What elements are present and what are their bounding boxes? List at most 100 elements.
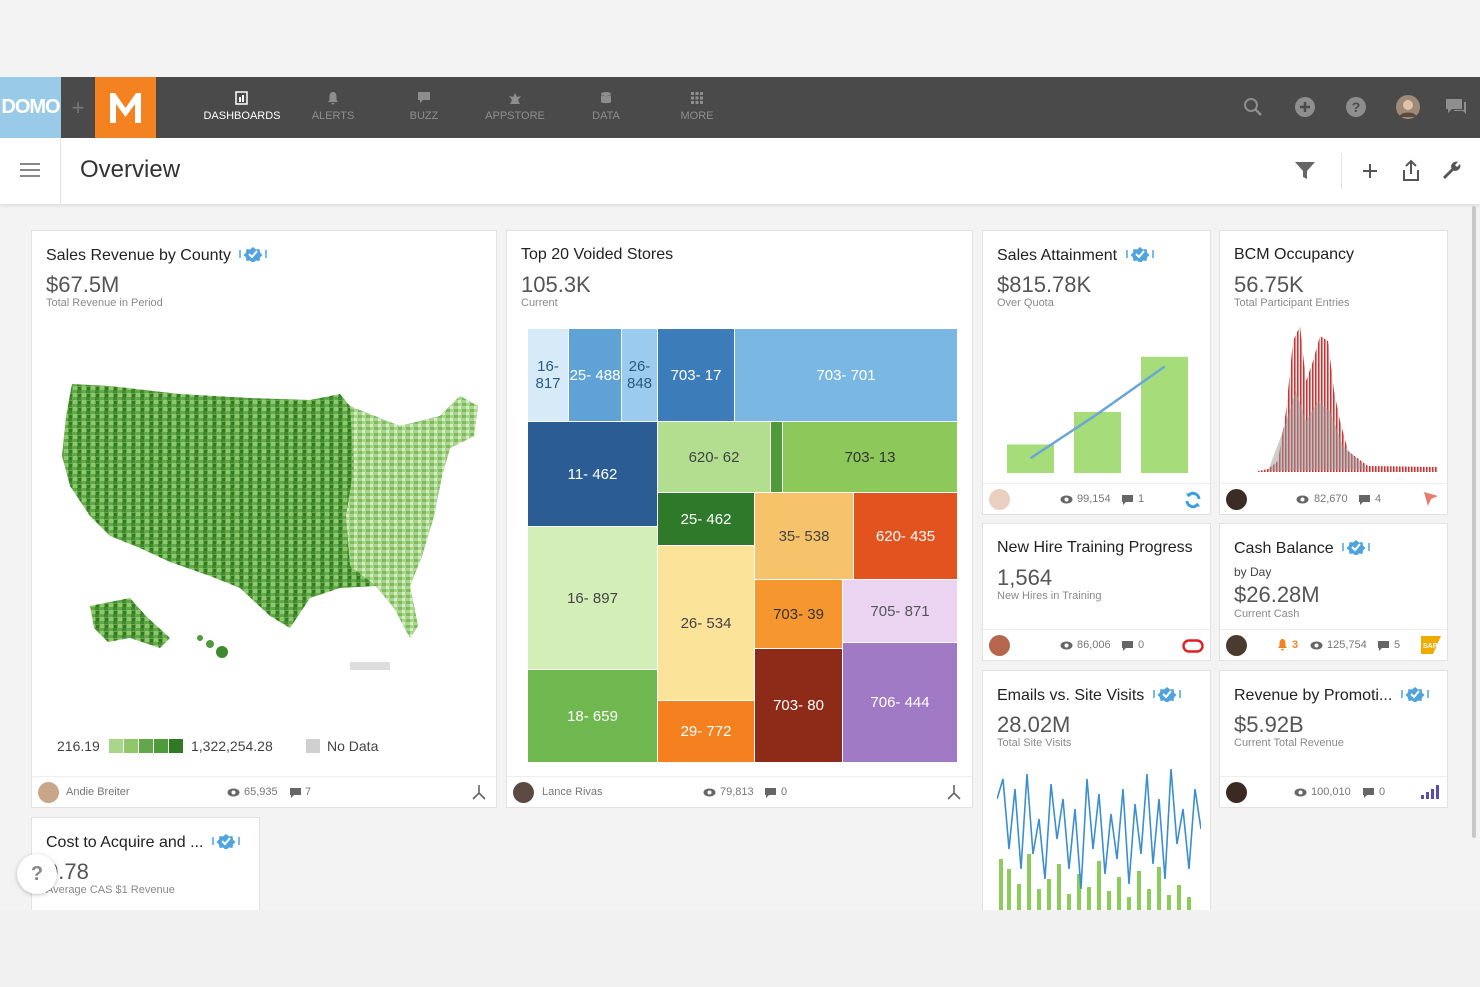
eye-icon — [1294, 788, 1307, 797]
oracle-icon[interactable] — [1182, 639, 1204, 653]
treemap-cell[interactable]: 29- 772 — [658, 701, 754, 762]
card-footer: 100,010 0 — [1220, 776, 1447, 807]
treemap-cell[interactable]: 703- 80 — [755, 649, 842, 762]
treemap-cell[interactable]: 11- 462 — [528, 422, 657, 526]
treemap-cell[interactable]: 703- 39 — [755, 580, 842, 648]
card-value: $26.28M — [1234, 582, 1320, 607]
treemap-cell[interactable]: 25- 462 — [658, 493, 754, 545]
nav-label: BUZZ — [409, 110, 439, 122]
treemap-cell[interactable]: 26- 534 — [658, 546, 754, 700]
card-title: Top 20 Voided Stores — [521, 246, 674, 263]
view-count: 65,935 — [244, 786, 278, 798]
owner-avatar[interactable] — [989, 635, 1010, 656]
treemap[interactable]: 16- 817 25- 488 26- 848 703- 17 703- 701… — [528, 329, 957, 762]
signal-bars-icon[interactable] — [1420, 785, 1440, 799]
card-title: Sales Attainment — [997, 247, 1118, 264]
emails-visits-chart[interactable] — [997, 759, 1201, 911]
occupancy-area-chart[interactable] — [1258, 321, 1438, 473]
messages-icon[interactable] — [1444, 95, 1468, 119]
card-sales-attainment[interactable]: Sales Attainment $815.78K Over Quota 99,… — [982, 230, 1211, 515]
user-avatar[interactable] — [1396, 95, 1420, 119]
card-new-hire-training[interactable]: New Hire Training Progress 1,564 New Hir… — [982, 523, 1211, 661]
comment-count: 7 — [305, 786, 312, 798]
add-icon[interactable] — [1358, 159, 1382, 183]
owner-avatar[interactable] — [513, 782, 534, 803]
drill-icon[interactable] — [470, 783, 488, 801]
owner-avatar[interactable] — [1226, 635, 1247, 656]
card-value: 28.02M — [997, 712, 1071, 737]
svg-text:SAP: SAP — [1423, 643, 1438, 650]
certified-icon — [1401, 687, 1429, 702]
treemap-cell[interactable]: 25- 488 — [569, 329, 621, 421]
sap-icon[interactable]: SAP — [1421, 636, 1441, 654]
card-top-voided-stores[interactable]: Top 20 Voided Stores 105.3K Current 16- … — [506, 230, 973, 808]
card-value: 56.75K — [1234, 272, 1304, 297]
treemap-cell[interactable]: 26- 848 — [622, 329, 657, 421]
treemap-cell[interactable]: 35- 538 — [755, 493, 853, 579]
owner-name[interactable]: Lance Rivas — [542, 786, 603, 798]
treemap-cell-small[interactable] — [771, 422, 782, 492]
brand-logo[interactable] — [95, 77, 156, 138]
share-icon[interactable] — [1399, 159, 1423, 183]
nav-data[interactable]: DATA — [561, 77, 651, 138]
nav-dashboards[interactable]: DASHBOARDS — [197, 77, 287, 138]
add-circle-icon[interactable] — [1293, 95, 1317, 119]
nav-appstore[interactable]: APPSTORE — [470, 77, 560, 138]
card-sales-revenue-by-county[interactable]: Sales Revenue by County $67.5M Total Rev… — [31, 230, 497, 808]
treemap-cell[interactable]: 706- 444 — [843, 643, 957, 762]
help-button[interactable]: ? — [17, 854, 57, 894]
owner-name[interactable]: Andie Breiter — [66, 786, 130, 798]
eye-icon — [1060, 495, 1073, 504]
drill-icon[interactable] — [945, 783, 963, 801]
card-value: $67.5M — [46, 272, 120, 297]
treemap-cell[interactable]: 620- 62 — [658, 422, 770, 492]
treemap-cell[interactable]: 703- 13 — [783, 422, 957, 492]
owner-avatar[interactable] — [38, 782, 59, 803]
scrollbar[interactable] — [1472, 206, 1476, 838]
eye-icon — [227, 788, 240, 797]
comment-icon — [1378, 641, 1389, 651]
domo-logo[interactable]: DOMO — [0, 77, 61, 138]
wrench-icon[interactable] — [1440, 159, 1464, 183]
card-footer: 3 125,754 5 SAP — [1220, 629, 1447, 660]
comment-icon — [765, 788, 776, 798]
owner-avatar[interactable] — [989, 489, 1010, 510]
menu-icon[interactable] — [19, 161, 41, 179]
nav-alerts[interactable]: ALERTS — [288, 77, 378, 138]
connector-icon[interactable] — [1422, 490, 1440, 508]
card-title: Emails vs. Site Visits — [997, 687, 1145, 704]
nav-buzz[interactable]: BUZZ — [379, 77, 469, 138]
card-revenue-by-promotion[interactable]: Revenue by Promoti... $5.92B Current Tot… — [1219, 670, 1448, 808]
search-icon[interactable] — [1241, 95, 1265, 119]
attainment-bar[interactable] — [1074, 411, 1121, 473]
card-emails-vs-site-visits[interactable]: Emails vs. Site Visits 28.02M Total Site… — [982, 670, 1211, 920]
view-count: 82,670 — [1314, 493, 1348, 505]
us-county-map[interactable] — [50, 376, 490, 676]
card-caption: Current Total Revenue — [1234, 737, 1344, 749]
appstore-icon — [509, 93, 521, 104]
owner-avatar[interactable] — [1226, 489, 1247, 510]
filter-icon[interactable] — [1293, 159, 1317, 183]
certified-icon — [212, 834, 240, 849]
alert-bell-icon — [1278, 639, 1287, 651]
treemap-cell[interactable]: 16- 817 — [528, 329, 568, 421]
attainment-bar-chart[interactable] — [997, 345, 1197, 475]
treemap-cell[interactable]: 703- 701 — [735, 329, 957, 421]
card-caption: Average CAS $1 Revenue — [46, 884, 175, 896]
card-cash-balance[interactable]: Cash Balance by Day $26.28M Current Cash… — [1219, 523, 1448, 661]
comment-count: 1 — [1138, 493, 1145, 505]
card-caption: Over Quota — [997, 297, 1054, 309]
treemap-cell[interactable]: 18- 659 — [528, 670, 657, 762]
owner-avatar[interactable] — [1226, 782, 1247, 803]
treemap-cell[interactable]: 620- 435 — [854, 493, 957, 579]
treemap-cell[interactable]: 703- 17 — [658, 329, 734, 421]
card-cost-to-acquire[interactable]: Cost to Acquire and ... 0.78 Average CAS… — [31, 817, 260, 927]
help-icon[interactable]: ? — [1344, 95, 1368, 119]
legend-min: 216.19 — [57, 738, 100, 754]
treemap-cell[interactable]: 16- 897 — [528, 527, 657, 669]
nav-more[interactable]: MORE — [652, 77, 742, 138]
attainment-bar[interactable] — [1141, 356, 1188, 473]
treemap-cell[interactable]: 705- 871 — [843, 580, 957, 642]
card-bcm-occupancy[interactable]: BCM Occupancy 56.75K Total Participant E… — [1219, 230, 1448, 515]
sync-icon[interactable] — [1183, 490, 1203, 510]
